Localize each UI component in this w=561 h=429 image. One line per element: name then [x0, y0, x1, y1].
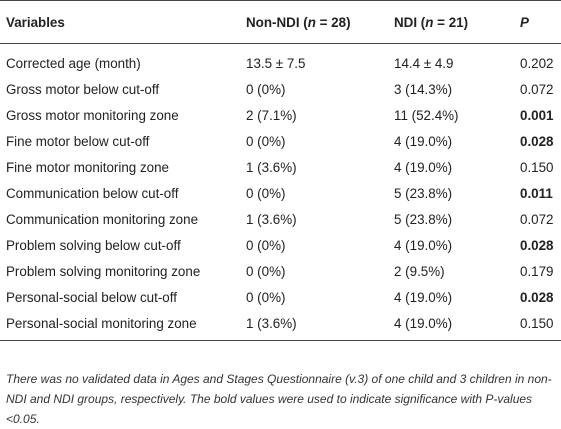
table-row: Communication monitoring zone 1 (3.6%) 5…: [0, 207, 561, 233]
table-row: Problem solving below cut-off 0 (0%) 4 (…: [0, 233, 561, 259]
cell-non-ndi: 1 (3.6%): [246, 211, 297, 227]
cell-non-ndi: 2 (7.1%): [246, 107, 297, 123]
cell-non-ndi: 0 (0%): [246, 81, 286, 97]
cell-p: 0.028: [520, 237, 554, 253]
header-p: P: [514, 0, 561, 44]
table-header: Variables Non-NDI (n = 28) NDI (n = 21) …: [0, 0, 561, 44]
cell-p: 0.011: [520, 185, 553, 201]
table-row: Gross motor monitoring zone 2 (7.1%) 11 …: [0, 103, 561, 129]
cell-non-ndi: 0 (0%): [246, 133, 286, 149]
cell-ndi: 14.4 ± 4.9: [394, 55, 454, 71]
table-row: Personal-social monitoring zone 1 (3.6%)…: [0, 310, 561, 341]
header-non-ndi-n: n: [307, 14, 316, 30]
table-row: Problem solving monitoring zone 0 (0%) 2…: [0, 259, 561, 285]
cell-p: 0.072: [520, 211, 554, 227]
cell-ndi: 4 (19.0%): [394, 133, 453, 149]
cell-ndi: 4 (19.0%): [394, 289, 453, 305]
table-row: Fine motor below cut-off 0 (0%) 4 (19.0%…: [0, 129, 561, 155]
cell-variable: Personal-social monitoring zone: [0, 310, 240, 341]
cell-p: 0.150: [514, 310, 561, 341]
cell-p: 0.028: [520, 133, 554, 149]
header-non-ndi-prefix: Non-NDI (: [246, 14, 308, 30]
cell-p: 0.202: [520, 55, 554, 71]
table-row: Gross motor below cut-off 0 (0%) 3 (14.3…: [0, 77, 561, 103]
header-ndi-prefix: NDI (: [394, 14, 426, 30]
table-row: Communication below cut-off 0 (0%) 5 (23…: [0, 181, 561, 207]
header-ndi-n: n: [425, 14, 434, 30]
cell-variable: Fine motor below cut-off: [6, 133, 150, 149]
header-row: Variables Non-NDI (n = 28) NDI (n = 21) …: [0, 0, 561, 44]
table-body: Corrected age (month) 13.5 ± 7.5 14.4 ± …: [0, 44, 561, 341]
cell-non-ndi: 1 (3.6%): [240, 310, 388, 341]
header-variables: Variables: [0, 0, 240, 44]
cell-ndi: 4 (19.0%): [388, 310, 514, 341]
results-table-container: Variables Non-NDI (n = 28) NDI (n = 21) …: [0, 0, 561, 341]
table-row: Fine motor monitoring zone 1 (3.6%) 4 (1…: [0, 155, 561, 181]
results-table: Variables Non-NDI (n = 28) NDI (n = 21) …: [0, 0, 561, 341]
cell-non-ndi: 1 (3.6%): [246, 159, 297, 175]
cell-variable: Problem solving monitoring zone: [6, 263, 201, 279]
header-ndi-suffix: = 21): [433, 14, 469, 30]
table-row: Personal-social below cut-off 0 (0%) 4 (…: [0, 285, 561, 311]
header-p-label: P: [520, 14, 529, 30]
table-footnote: There was no validated data in Ages and …: [6, 372, 552, 426]
cell-p: 0.028: [520, 289, 554, 305]
header-variables-label: Variables: [6, 14, 65, 30]
cell-ndi: 5 (23.8%): [394, 211, 453, 227]
cell-variable: Communication below cut-off: [6, 185, 179, 201]
header-non-ndi-suffix: = 28): [315, 14, 351, 30]
header-non-ndi: Non-NDI (n = 28): [240, 0, 388, 44]
cell-variable: Gross motor below cut-off: [6, 81, 160, 97]
cell-p: 0.150: [520, 159, 554, 175]
cell-non-ndi: 13.5 ± 7.5: [246, 55, 306, 71]
cell-variable: Communication monitoring zone: [6, 211, 199, 227]
cell-ndi: 5 (23.8%): [394, 185, 453, 201]
cell-variable: Problem solving below cut-off: [6, 237, 181, 253]
cell-p: 0.072: [520, 81, 554, 97]
cell-ndi: 4 (19.0%): [394, 159, 453, 175]
cell-variable: Fine motor monitoring zone: [6, 159, 169, 175]
cell-variable: Gross motor monitoring zone: [6, 107, 179, 123]
cell-ndi: 3 (14.3%): [394, 81, 453, 97]
cell-non-ndi: 0 (0%): [246, 263, 286, 279]
cell-variable: Personal-social below cut-off: [6, 289, 177, 305]
header-ndi: NDI (n = 21): [388, 0, 514, 44]
cell-non-ndi: 0 (0%): [246, 237, 286, 253]
cell-ndi: 2 (9.5%): [394, 263, 445, 279]
cell-variable: Corrected age (month): [6, 55, 141, 71]
cell-ndi: 4 (19.0%): [394, 237, 453, 253]
table-row: Corrected age (month) 13.5 ± 7.5 14.4 ± …: [0, 44, 561, 77]
cell-p: 0.001: [520, 107, 554, 123]
cell-p: 0.179: [520, 263, 554, 279]
cell-ndi: 11 (52.4%): [394, 107, 459, 123]
cell-non-ndi: 0 (0%): [246, 185, 286, 201]
cell-non-ndi: 0 (0%): [246, 289, 286, 305]
